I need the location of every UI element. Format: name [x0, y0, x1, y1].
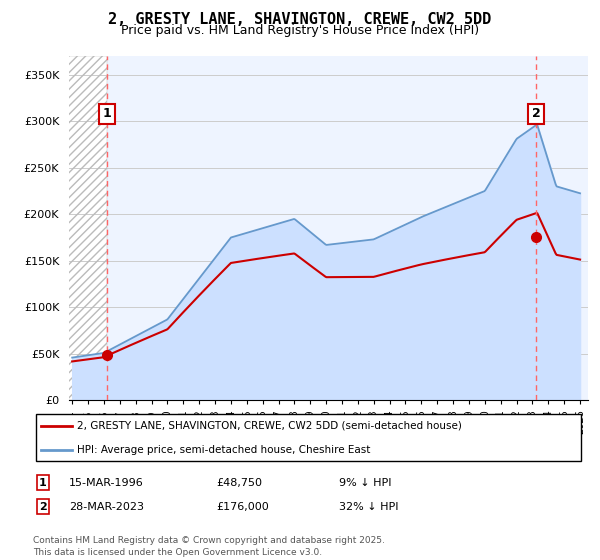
Text: 9% ↓ HPI: 9% ↓ HPI	[339, 478, 391, 488]
Text: HPI: Average price, semi-detached house, Cheshire East: HPI: Average price, semi-detached house,…	[77, 445, 371, 455]
Text: 2, GRESTY LANE, SHAVINGTON, CREWE, CW2 5DD: 2, GRESTY LANE, SHAVINGTON, CREWE, CW2 5…	[109, 12, 491, 27]
Text: 2, GRESTY LANE, SHAVINGTON, CREWE, CW2 5DD (semi-detached house): 2, GRESTY LANE, SHAVINGTON, CREWE, CW2 5…	[77, 421, 462, 431]
Text: Price paid vs. HM Land Registry's House Price Index (HPI): Price paid vs. HM Land Registry's House …	[121, 24, 479, 37]
Bar	[64, 56, 107, 400]
Text: 2: 2	[532, 107, 541, 120]
Text: 28-MAR-2023: 28-MAR-2023	[69, 502, 144, 512]
Text: 15-MAR-1996: 15-MAR-1996	[69, 478, 144, 488]
Text: Contains HM Land Registry data © Crown copyright and database right 2025.
This d: Contains HM Land Registry data © Crown c…	[33, 536, 385, 557]
Text: 1: 1	[39, 478, 47, 488]
Bar	[64, 56, 107, 400]
Text: 1: 1	[103, 107, 112, 120]
Text: 2: 2	[39, 502, 47, 512]
Text: £176,000: £176,000	[216, 502, 269, 512]
Text: £48,750: £48,750	[216, 478, 262, 488]
Bar	[107, 56, 596, 400]
FancyBboxPatch shape	[36, 414, 581, 460]
Text: 32% ↓ HPI: 32% ↓ HPI	[339, 502, 398, 512]
